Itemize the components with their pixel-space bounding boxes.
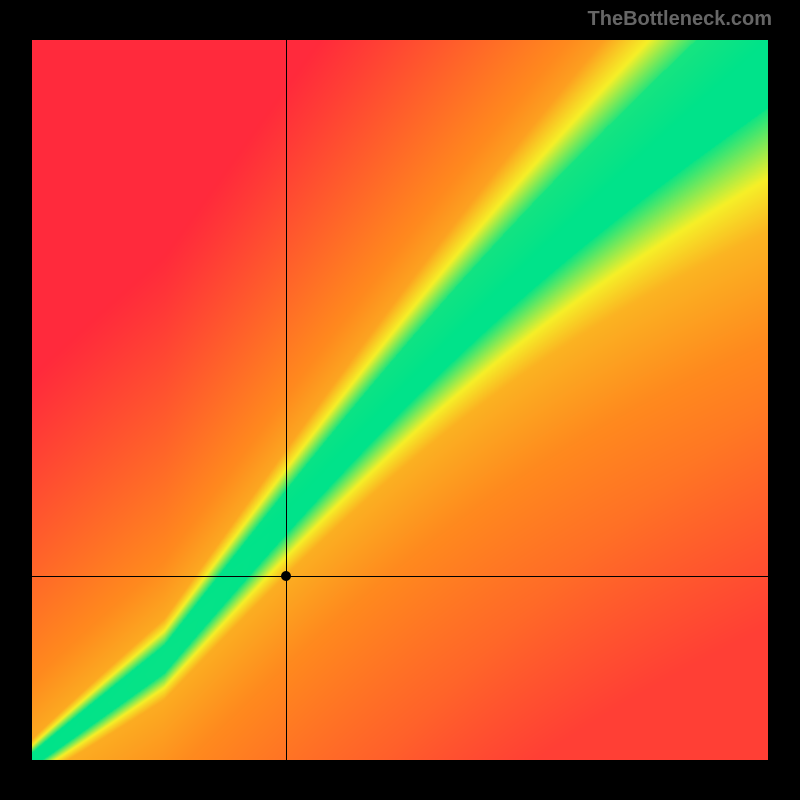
crosshair-horizontal <box>32 576 768 577</box>
crosshair-vertical <box>286 40 287 760</box>
heatmap-canvas <box>32 40 768 760</box>
watermark-text: TheBottleneck.com <box>588 8 772 31</box>
marker-point <box>281 571 291 581</box>
chart-container: TheBottleneck.com <box>0 0 800 800</box>
